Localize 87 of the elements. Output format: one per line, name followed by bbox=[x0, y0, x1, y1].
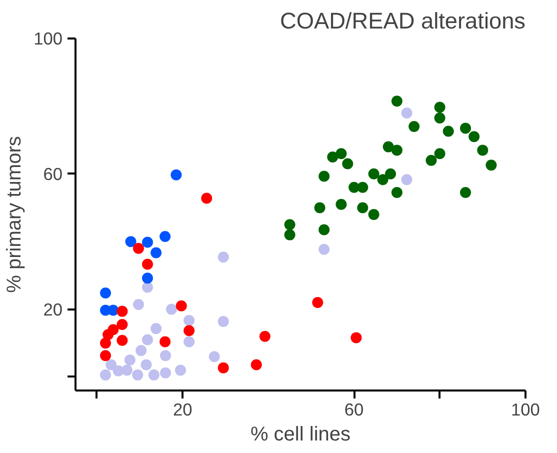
x-tick-label: 20 bbox=[173, 400, 192, 420]
point bbox=[184, 314, 195, 326]
point bbox=[312, 297, 324, 308]
y-axis-title: % primary tumors bbox=[4, 136, 26, 293]
point bbox=[142, 334, 153, 346]
point bbox=[368, 209, 380, 220]
point bbox=[259, 330, 270, 342]
point bbox=[142, 258, 153, 270]
point bbox=[284, 219, 296, 230]
point bbox=[150, 323, 162, 334]
point bbox=[382, 141, 394, 152]
point bbox=[391, 96, 402, 107]
point bbox=[184, 336, 195, 348]
point bbox=[100, 369, 111, 380]
point bbox=[160, 367, 171, 378]
point bbox=[434, 102, 446, 113]
point bbox=[336, 198, 347, 210]
point bbox=[160, 231, 171, 242]
point bbox=[218, 362, 229, 374]
point bbox=[377, 174, 388, 186]
point bbox=[218, 252, 229, 263]
point bbox=[391, 144, 402, 156]
point bbox=[426, 154, 437, 166]
point bbox=[336, 148, 347, 160]
point bbox=[391, 187, 402, 198]
x-tick-label: 60 bbox=[344, 400, 364, 420]
point bbox=[401, 107, 412, 118]
point bbox=[208, 351, 220, 362]
point bbox=[136, 345, 147, 356]
point bbox=[170, 169, 182, 180]
point bbox=[116, 334, 128, 346]
point bbox=[460, 187, 471, 198]
point bbox=[477, 144, 488, 156]
point bbox=[125, 236, 136, 248]
point bbox=[342, 158, 354, 170]
point bbox=[218, 316, 229, 327]
point bbox=[116, 306, 128, 317]
point bbox=[434, 112, 446, 124]
chart-title: COAD/READ alterations bbox=[280, 8, 526, 34]
point bbox=[133, 242, 144, 254]
point bbox=[142, 236, 153, 248]
point bbox=[468, 131, 480, 142]
point bbox=[385, 168, 396, 180]
point bbox=[160, 350, 171, 362]
point bbox=[166, 304, 177, 315]
point bbox=[357, 202, 368, 214]
x-tick-label: 100 bbox=[511, 400, 540, 420]
point bbox=[142, 282, 153, 293]
point bbox=[184, 325, 195, 336]
y-tick-label: 20 bbox=[43, 299, 63, 320]
point bbox=[160, 336, 171, 348]
point bbox=[460, 122, 471, 134]
point bbox=[284, 229, 296, 240]
point bbox=[100, 350, 111, 362]
point bbox=[401, 174, 412, 186]
point bbox=[148, 369, 160, 380]
y-tick-label: 60 bbox=[43, 164, 63, 184]
point bbox=[327, 151, 338, 162]
point bbox=[318, 224, 330, 236]
point bbox=[434, 148, 446, 160]
point bbox=[408, 121, 420, 132]
point bbox=[175, 364, 186, 376]
point bbox=[368, 168, 380, 180]
point bbox=[142, 272, 153, 284]
point bbox=[486, 160, 497, 171]
point bbox=[250, 359, 262, 370]
point bbox=[133, 299, 144, 310]
point bbox=[121, 364, 132, 376]
point bbox=[318, 170, 330, 182]
point bbox=[140, 359, 152, 370]
point bbox=[314, 202, 326, 214]
point bbox=[108, 304, 119, 316]
point bbox=[124, 354, 136, 366]
point bbox=[150, 247, 162, 258]
point bbox=[357, 182, 368, 193]
point bbox=[176, 300, 187, 312]
point bbox=[442, 126, 454, 137]
point bbox=[318, 244, 330, 255]
point bbox=[102, 329, 114, 340]
point bbox=[116, 319, 128, 330]
x-axis-title: % cell lines bbox=[250, 424, 351, 446]
point bbox=[132, 369, 144, 380]
point bbox=[106, 359, 117, 370]
point bbox=[100, 288, 111, 299]
y-tick-label: 100 bbox=[34, 28, 63, 48]
point bbox=[350, 332, 362, 344]
point bbox=[201, 192, 212, 204]
